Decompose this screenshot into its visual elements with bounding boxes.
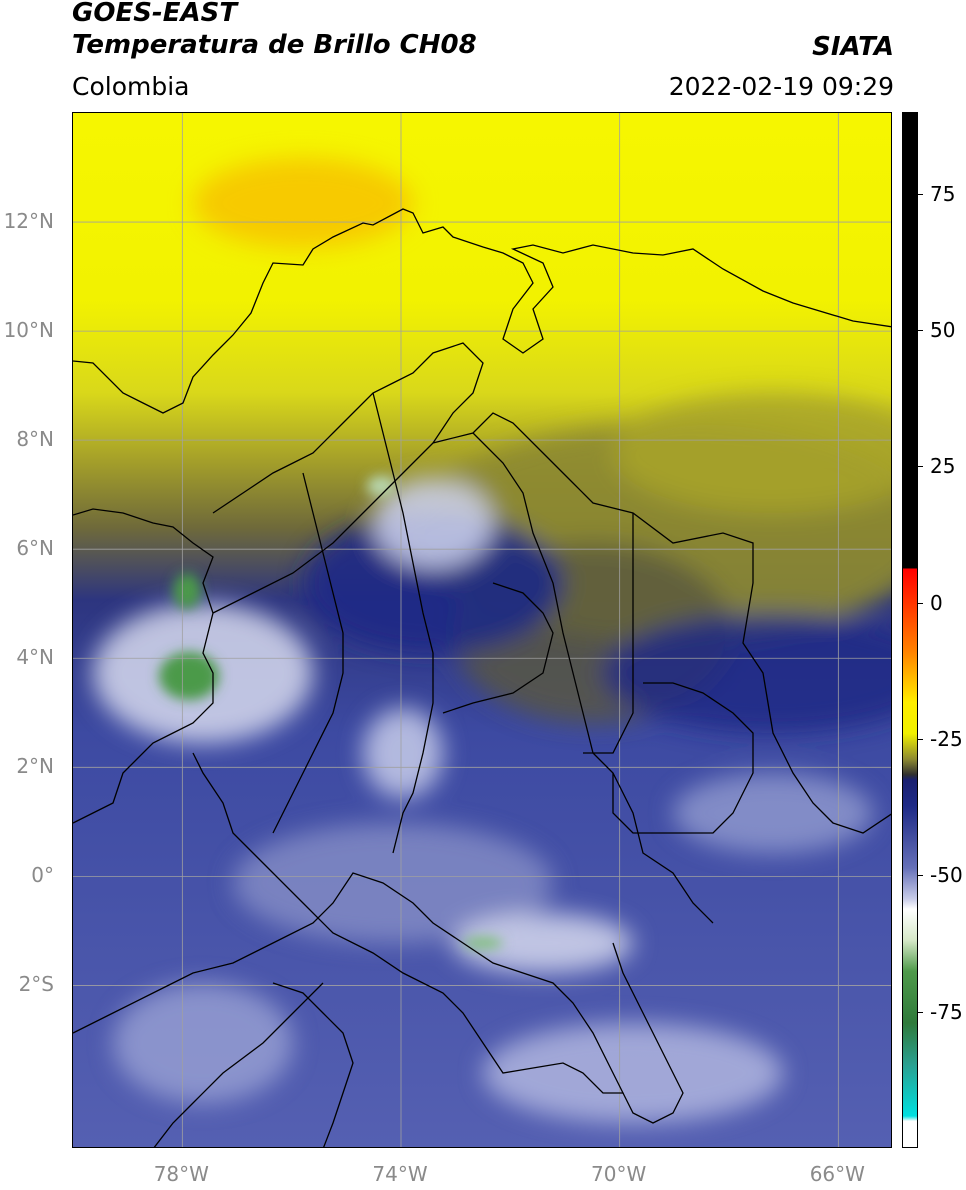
cloud-field xyxy=(93,158,891,1123)
colorbar-tick-label: -50 xyxy=(930,863,963,888)
region-label: Colombia xyxy=(72,72,190,101)
longitude-tick-label: 78°W xyxy=(153,1162,209,1186)
colorbar-gradient xyxy=(903,113,917,1147)
latitude-tick-label: 2°S xyxy=(18,972,54,997)
colorbar-tick-label: 75 xyxy=(930,181,956,206)
colorbar-tick-mark xyxy=(918,602,923,604)
colorbar-tick-mark xyxy=(918,1011,923,1013)
longitude-tick-label: 74°W xyxy=(372,1162,428,1186)
cold-cloud-tops xyxy=(159,476,503,949)
colorbar-tick-label: -25 xyxy=(930,727,963,752)
temperature-colorbar xyxy=(902,112,918,1148)
colorbar-tick-label: 50 xyxy=(930,318,956,343)
colorbar-tick-mark xyxy=(918,466,923,468)
title-line-1: GOES-EAST xyxy=(72,0,238,28)
colorbar-tick-mark xyxy=(918,875,923,877)
latitude-tick-label: 12°N xyxy=(3,209,54,234)
colorbar-tick-mark xyxy=(918,330,923,332)
colorbar-tick-mark xyxy=(918,193,923,195)
datetime-label: 2022-02-19 09:29 xyxy=(668,72,894,101)
latitude-tick-label: 8°N xyxy=(16,427,54,452)
colorbar-tick-mark xyxy=(918,739,923,741)
colorbar-tick-label: 0 xyxy=(930,590,943,615)
source-label: SIATA xyxy=(812,32,894,62)
title-line-2: Temperatura de Brillo CH08 xyxy=(72,30,477,60)
latitude-tick-label: 6°N xyxy=(16,536,54,561)
colorbar-tick-label: -75 xyxy=(930,999,963,1024)
latitude-tick-label: 10°N xyxy=(3,318,54,343)
latitude-tick-label: 2°N xyxy=(16,754,54,779)
map-panel[interactable] xyxy=(72,112,892,1148)
longitude-tick-label: 66°W xyxy=(809,1162,865,1186)
longitude-tick-label: 70°W xyxy=(591,1162,647,1186)
latitude-tick-label: 0° xyxy=(31,863,54,888)
brightness-temperature-map xyxy=(73,113,891,1147)
latitude-tick-label: 4°N xyxy=(16,645,54,670)
colorbar-tick-label: 25 xyxy=(930,454,956,479)
graticule xyxy=(73,113,891,1147)
coastlines-borders xyxy=(73,208,891,1147)
